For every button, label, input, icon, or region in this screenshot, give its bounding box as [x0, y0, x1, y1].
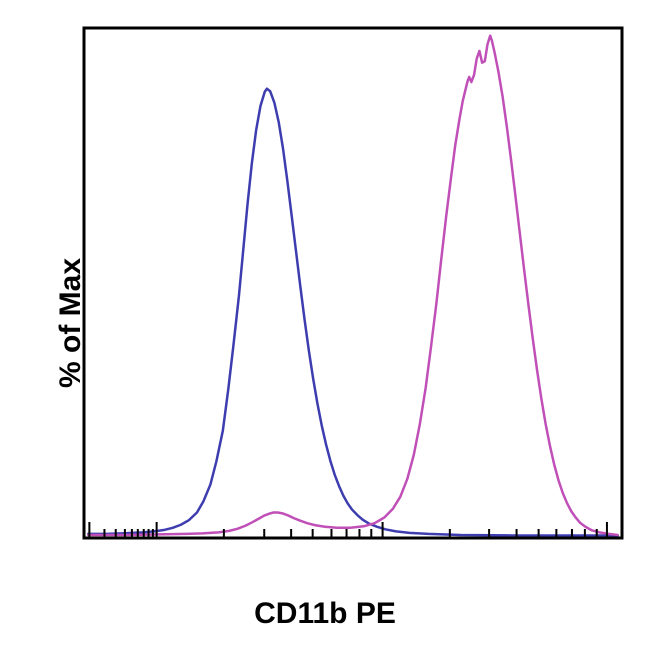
flow-cytometry-histogram: % of Max CD11b PE: [0, 0, 650, 645]
plot-area: [0, 0, 650, 645]
